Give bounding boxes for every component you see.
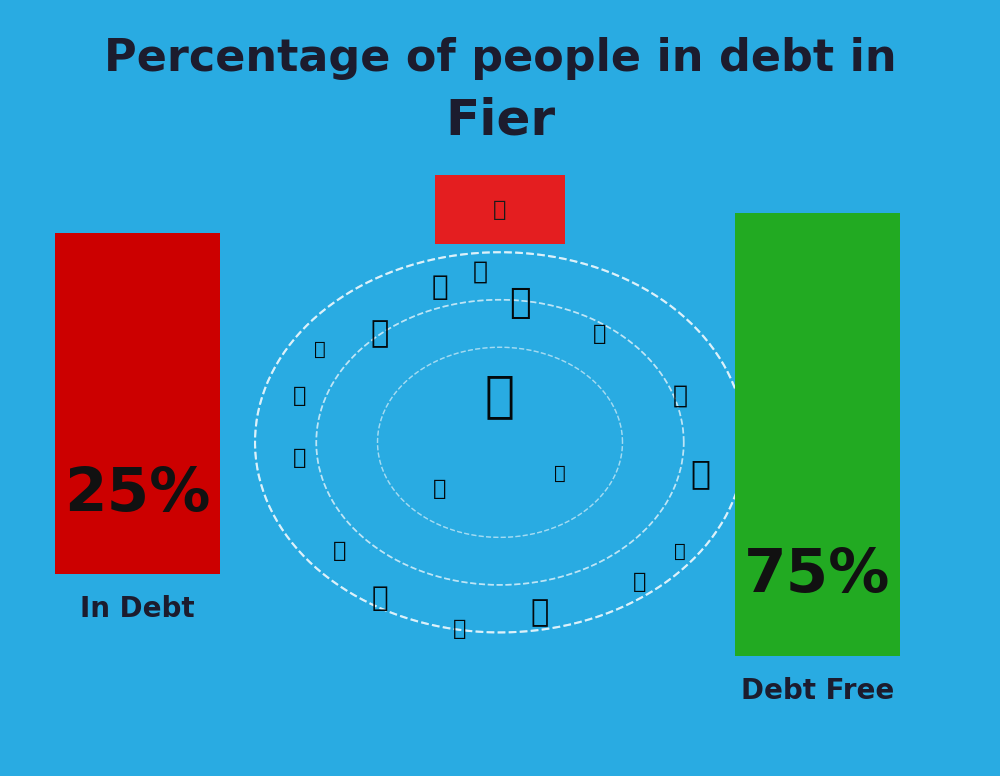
Text: 🔒: 🔒 <box>674 542 686 560</box>
Text: 🏛️: 🏛️ <box>485 372 515 420</box>
Text: Fier: Fier <box>445 96 555 144</box>
Text: 📋: 📋 <box>633 572 647 592</box>
Text: Debt Free: Debt Free <box>741 677 894 705</box>
Text: 🛡️: 🛡️ <box>314 340 326 359</box>
Text: 🎓: 🎓 <box>690 457 710 490</box>
Bar <box>55 233 220 574</box>
Text: 💼: 💼 <box>372 584 388 611</box>
Text: 75%: 75% <box>744 546 891 605</box>
Text: 💲: 💲 <box>554 464 566 483</box>
Bar <box>735 213 900 656</box>
Text: 🏠: 🏠 <box>509 286 531 320</box>
Text: 25%: 25% <box>64 465 211 524</box>
Text: 🐷: 🐷 <box>453 618 467 639</box>
Bar <box>435 175 565 244</box>
Text: 🔑: 🔑 <box>293 448 307 468</box>
Text: 🚗: 🚗 <box>531 598 549 628</box>
Text: 𝕰: 𝕰 <box>493 199 507 220</box>
Text: 💰: 💰 <box>432 273 448 301</box>
Text: 🦅: 🦅 <box>371 319 389 348</box>
Text: 💵: 💵 <box>433 479 447 499</box>
Text: In Debt: In Debt <box>80 595 195 623</box>
Text: Percentage of people in debt in: Percentage of people in debt in <box>104 36 896 80</box>
Ellipse shape <box>249 238 751 646</box>
Text: 📧: 📧 <box>293 386 307 406</box>
Text: 📱: 📱 <box>672 384 687 407</box>
Text: 🖩: 🖩 <box>473 260 488 283</box>
Text: 💴: 💴 <box>333 541 347 561</box>
Text: 💵: 💵 <box>593 324 607 344</box>
